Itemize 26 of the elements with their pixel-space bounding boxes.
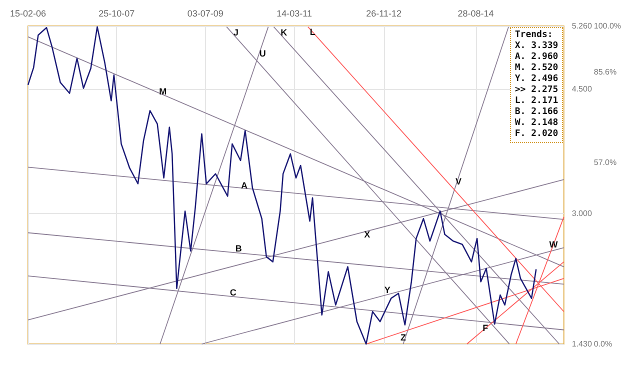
y-tick-label: 3.000 (572, 209, 592, 218)
annotation: Z (400, 332, 406, 342)
annotation: M (159, 86, 167, 97)
y2-tick-label: 57.0% (594, 158, 617, 168)
y-tick-label: 4.500 (572, 84, 592, 94)
annotation: Y (384, 285, 390, 296)
annotation: J (233, 28, 238, 38)
annotation: X (364, 229, 370, 240)
x-tick-label: 03-07-09 (187, 8, 224, 18)
x-tick-label: 28-08-14 (458, 8, 494, 18)
y2-tick-label: 100.0% (594, 22, 622, 30)
y-tick-label: 5.260 (572, 22, 592, 30)
annotation: A (241, 180, 248, 190)
x-tick-label: 26-11-12 (366, 8, 402, 18)
annotation: C (230, 288, 237, 298)
annotation: U (259, 48, 266, 58)
text-box: Trends: X. 3.339 A. 2.960 M. 2.520 Y. 2.496 >> 2.275 L. 2.171 B. 2.166 W. 2.148 F. 2.020 (510, 27, 564, 143)
y2-tick-label: 85.6% (594, 67, 617, 76)
annotation: V (456, 176, 462, 186)
x-tick-label: 15-02-06 (10, 8, 46, 18)
annotation: B (235, 244, 242, 254)
annotation: K (280, 28, 288, 38)
x-tick-label: 14-03-11 (276, 8, 312, 18)
y-tick-label: 1.430 (572, 340, 592, 348)
y2-tick-label: 0.0% (594, 340, 612, 348)
x-tick-label: 25-10-07 (98, 8, 135, 18)
